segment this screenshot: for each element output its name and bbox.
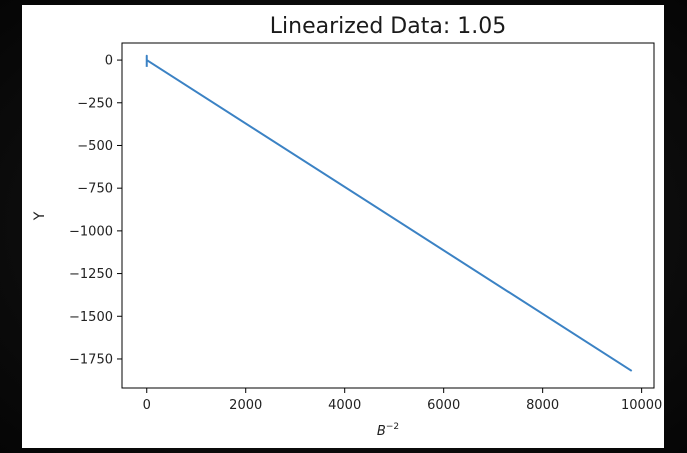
plot-area-frame: [121, 42, 655, 389]
x-axis-label-exponent: −2: [386, 422, 399, 432]
series-line: [145, 54, 633, 372]
y-tick-label: −1000: [69, 224, 113, 239]
x-tick-label: 6000: [427, 398, 460, 413]
y-tick-label: −250: [77, 96, 113, 111]
x-tick-label: 8000: [526, 398, 559, 413]
chart-figure: Linearized Data: 1.05 0 −250 −500 −750 −1000…: [22, 5, 664, 448]
y-tick-label: −1500: [69, 310, 113, 325]
x-tick-label: 4000: [328, 398, 361, 413]
y-tick-label: −500: [77, 139, 113, 154]
y-tick-label: −750: [77, 182, 113, 197]
y-tick-label: −1750: [69, 352, 113, 367]
x-tick-label: 2000: [229, 398, 262, 413]
x-tick-label: 10000: [621, 398, 662, 413]
y-tick-label: 0: [105, 54, 113, 69]
x-axis-label: B−2: [377, 422, 399, 439]
x-axis-ticks: 0 2000 4000 6000 8000 10000: [143, 388, 662, 413]
chart-title: Linearized Data: 1.05: [270, 14, 506, 39]
y-axis-ticks: 0 −250 −500 −750 −1000 −1250 −1500 −1750: [69, 54, 122, 367]
y-tick-label: −1250: [69, 267, 113, 282]
series-layer: [145, 54, 633, 372]
x-axis-label-base: B: [377, 424, 386, 439]
x-tick-label: 0: [143, 398, 151, 413]
y-axis-label: Y: [32, 211, 48, 221]
chart-svg: Linearized Data: 1.05 0 −250 −500 −750 −1000…: [32, 14, 662, 439]
